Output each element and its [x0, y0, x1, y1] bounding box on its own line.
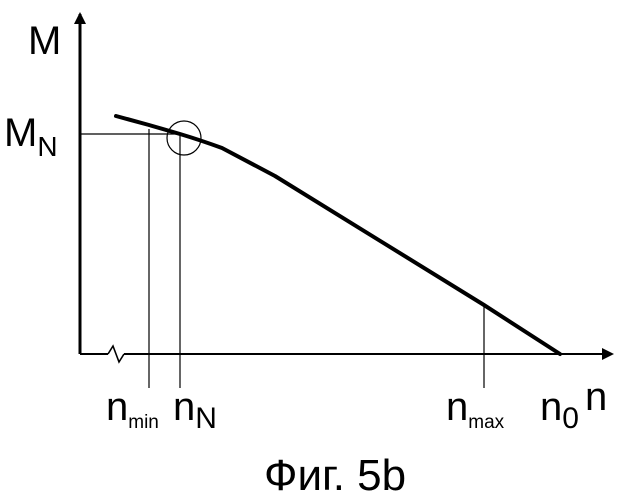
nmax-label: nmax	[446, 385, 505, 433]
y-axis-label: M	[28, 19, 61, 63]
x-axis	[80, 346, 612, 362]
torque-speed-curve	[116, 116, 560, 354]
mn-label: MN	[4, 111, 58, 162]
n0-label: n0	[540, 385, 579, 435]
nn-label: nN	[173, 385, 217, 435]
nmin-label: nmin	[106, 385, 159, 433]
figure-caption: Фиг. 5b	[264, 451, 406, 500]
x-axis-label: n	[585, 375, 607, 419]
axis-break-mark	[108, 346, 124, 362]
